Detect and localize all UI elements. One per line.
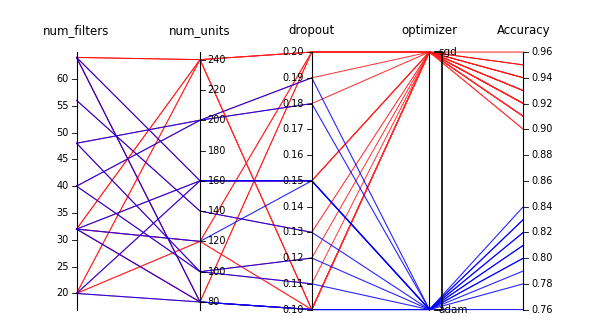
Text: optimizer: optimizer: [401, 24, 457, 37]
Text: 0.84: 0.84: [531, 202, 553, 212]
Text: 140: 140: [208, 206, 226, 216]
Text: 35: 35: [56, 208, 69, 218]
Text: 0.82: 0.82: [531, 227, 553, 237]
Text: 45: 45: [56, 154, 69, 164]
Text: dropout: dropout: [289, 24, 335, 37]
Text: 0.88: 0.88: [531, 150, 553, 160]
Text: 25: 25: [56, 262, 69, 272]
Text: 55: 55: [56, 101, 69, 111]
Text: sgd: sgd: [438, 47, 457, 57]
Text: 0.17: 0.17: [283, 124, 304, 134]
Text: 0.20: 0.20: [283, 47, 304, 57]
Text: 120: 120: [208, 237, 226, 246]
Text: 200: 200: [208, 115, 226, 125]
Text: 60: 60: [56, 74, 69, 84]
Text: 240: 240: [208, 55, 226, 64]
Text: 0.78: 0.78: [531, 279, 553, 289]
Text: 0.13: 0.13: [283, 227, 304, 237]
Text: 0.15: 0.15: [283, 176, 304, 186]
Text: 100: 100: [208, 267, 226, 277]
Text: 0.90: 0.90: [531, 124, 553, 134]
Text: 180: 180: [208, 145, 226, 156]
Text: 0.11: 0.11: [283, 279, 304, 289]
Text: 0.76: 0.76: [531, 305, 553, 315]
Text: 0.19: 0.19: [283, 73, 304, 83]
Text: 0.80: 0.80: [531, 253, 553, 263]
Text: 20: 20: [56, 289, 69, 298]
Text: num_units: num_units: [169, 24, 231, 37]
Text: 0.96: 0.96: [531, 47, 553, 57]
Text: 30: 30: [56, 235, 69, 245]
Text: 220: 220: [208, 85, 226, 95]
Text: 0.12: 0.12: [283, 253, 304, 263]
Text: num_filters: num_filters: [43, 24, 110, 37]
Text: 0.92: 0.92: [531, 99, 553, 109]
Text: 50: 50: [56, 128, 69, 138]
Text: 0.16: 0.16: [283, 150, 304, 160]
Text: 0.94: 0.94: [531, 73, 553, 83]
Text: Accuracy: Accuracy: [497, 24, 550, 37]
Text: adam: adam: [438, 305, 467, 315]
Text: 80: 80: [208, 297, 220, 307]
Text: 0.86: 0.86: [531, 176, 553, 186]
Text: 0.14: 0.14: [283, 202, 304, 212]
Text: 40: 40: [56, 181, 69, 191]
Text: 160: 160: [208, 176, 226, 186]
Text: 0.18: 0.18: [283, 99, 304, 109]
Text: 0.10: 0.10: [283, 305, 304, 315]
